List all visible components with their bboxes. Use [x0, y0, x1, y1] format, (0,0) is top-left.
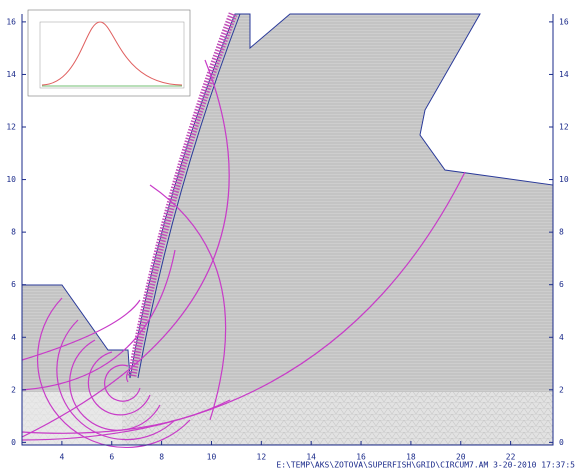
- x-tick-label: 4: [59, 453, 64, 462]
- y2-tick-label: 4: [559, 333, 564, 342]
- y2-tick-label: 8: [559, 228, 564, 237]
- x-tick-label: 14: [306, 453, 316, 462]
- y-tick-label: 0: [11, 438, 16, 447]
- x-tick-label: 16: [356, 453, 366, 462]
- chart: E:\TEMP\AKS\ZOTOVA\SUPERFISH\GRID\CIRCUM…: [0, 0, 579, 473]
- y2-tick-label: 10: [559, 175, 569, 184]
- y-tick-label: 10: [6, 175, 16, 184]
- y2-tick-label: 16: [559, 17, 569, 26]
- y-tick-label: 12: [6, 123, 16, 132]
- y-tick-label: 8: [11, 228, 16, 237]
- y-tick-label: 16: [6, 17, 16, 26]
- y-tick-label: 14: [6, 70, 16, 79]
- x-tick-label: 22: [506, 453, 516, 462]
- y-tick-label: 6: [11, 280, 16, 289]
- y-tick-label: 4: [11, 333, 16, 342]
- y2-tick-label: 6: [559, 280, 564, 289]
- y2-tick-label: 2: [559, 385, 564, 394]
- y2-tick-label: 0: [559, 438, 564, 447]
- x-tick-label: 20: [456, 453, 466, 462]
- x-tick-label: 8: [159, 453, 164, 462]
- footer: E:\TEMP\AKS\ZOTOVA\SUPERFISH\GRID\CIRCUM…: [276, 461, 575, 470]
- x-tick-label: 6: [109, 453, 114, 462]
- y2-tick-label: 12: [559, 123, 569, 132]
- x-tick-label: 12: [257, 453, 267, 462]
- inset-plot: [28, 10, 190, 96]
- y2-tick-label: 14: [559, 70, 569, 79]
- x-tick-label: 18: [406, 453, 416, 462]
- y-tick-label: 2: [11, 385, 16, 394]
- x-tick-label: 10: [207, 453, 217, 462]
